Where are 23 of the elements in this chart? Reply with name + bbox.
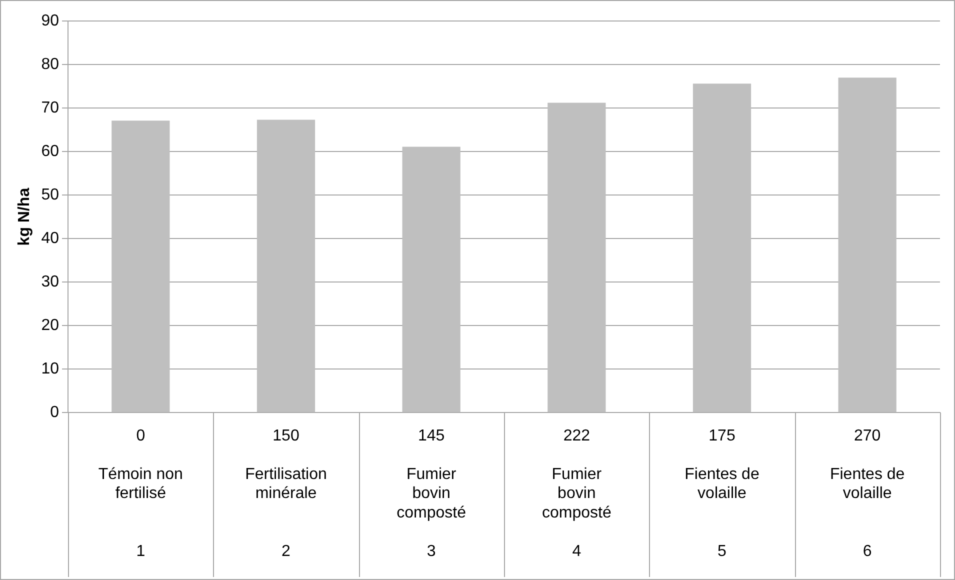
y-tick-label: 30 (41, 273, 60, 290)
category-label: 175 Fientes de volaille 5 (684, 428, 760, 560)
y-tick-label: 20 (41, 316, 60, 334)
category-label: 150 Fertilisation minérale 2 (245, 428, 327, 560)
y-tick-label: 60 (41, 142, 60, 160)
y-tick-label: 50 (41, 186, 60, 204)
bar (548, 102, 606, 412)
y-tick-label: 40 (41, 230, 60, 247)
bar (112, 120, 170, 412)
y-tick-label: 70 (41, 99, 60, 116)
category-label: 222 Fumier bovin composté 4 (542, 428, 612, 560)
y-axis-title: kg N/ha (16, 188, 34, 246)
y-tick-label: 90 (41, 12, 60, 30)
category-label: 0 Témoin non fertilisé 1 (98, 428, 183, 560)
category-label: 270 Fientes de volaille 6 (830, 428, 905, 560)
bar (402, 146, 460, 412)
bar (692, 84, 752, 412)
bar (256, 120, 316, 412)
y-tick-label: 0 (50, 404, 60, 422)
bar (838, 78, 896, 412)
y-tick-label: 10 (41, 360, 60, 378)
y-tick-label: 80 (41, 56, 60, 73)
category-label: 145 Fumier bovin composté 3 (396, 428, 466, 560)
